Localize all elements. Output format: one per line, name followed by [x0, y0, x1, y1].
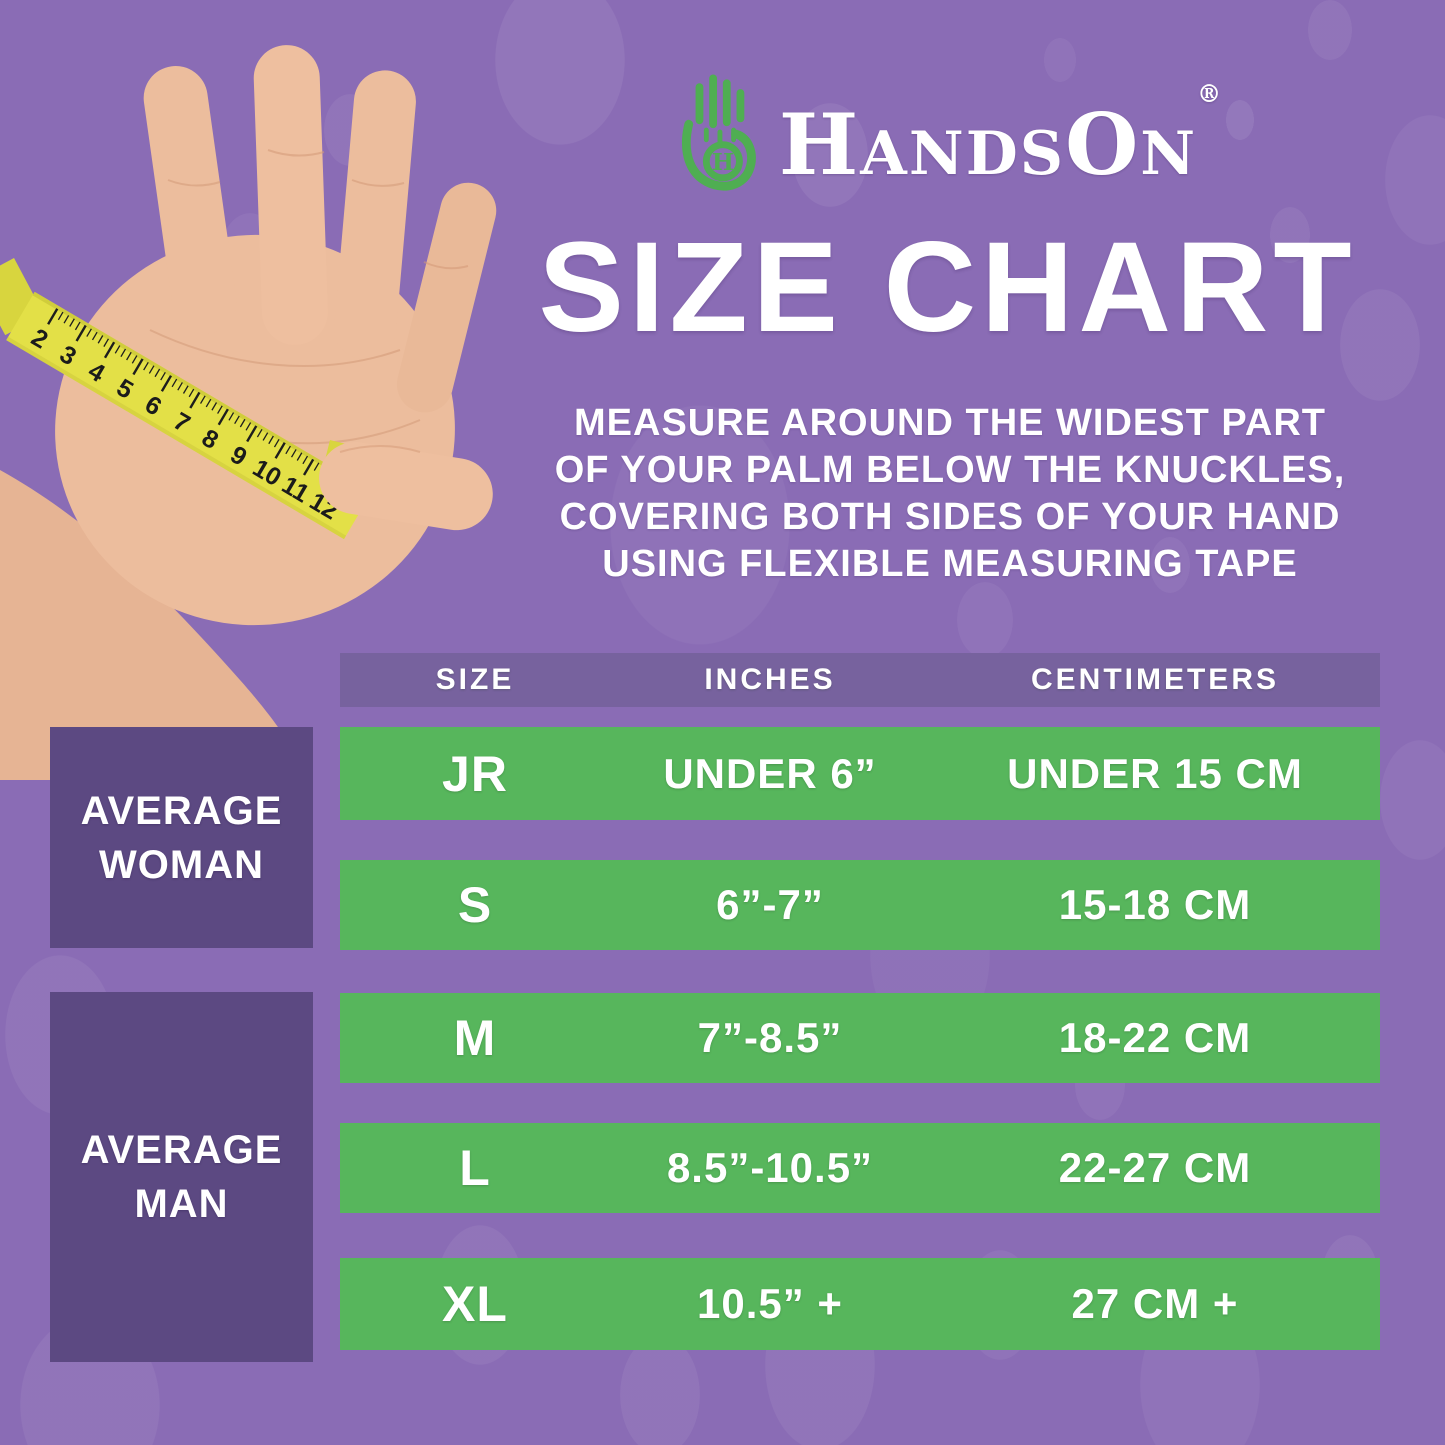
wordmark-o: O: [1065, 95, 1141, 194]
column-header-centimeters: CENTIMETERS: [1030, 663, 1279, 696]
centimeters-value: 22-27 CM: [1058, 1144, 1252, 1191]
centimeters-value: UNDER 15 CM: [1007, 749, 1303, 797]
centimeters-value: 18-22 CM: [1058, 1014, 1252, 1061]
size-value: S: [457, 877, 493, 933]
centimeters-value: 27 CM +: [1071, 1280, 1239, 1327]
size-value: JR: [442, 745, 508, 802]
measurement-instructions: MEASURE AROUND THE WIDEST PART OF YOUR P…: [554, 402, 1346, 585]
wordmark-ands: ANDS: [860, 119, 1066, 189]
size-value: L: [459, 1140, 491, 1196]
wordmark-n: N: [1140, 119, 1198, 189]
table-row-l: L 8.5”-10.5” 22-27 CM: [340, 1123, 1380, 1213]
inches-value: 8.5”-10.5”: [666, 1144, 874, 1191]
handson-logo-icon: H: [681, 74, 756, 191]
inches-value: 6”-7”: [716, 881, 824, 928]
group-label-average-woman: AVERAGE WOMAN: [50, 727, 313, 948]
handson-logo: H HANDSON®: [500, 66, 1400, 191]
inches-value: UNDER 6”: [663, 749, 877, 797]
brand-wordmark: HANDSON ®: [779, 82, 1221, 191]
table-row-m: M 7”-8.5” 18-22 CM: [340, 993, 1380, 1083]
inches-value: 7”-8.5”: [697, 1014, 843, 1061]
registered-trademark-icon: ®: [1197, 79, 1222, 108]
wordmark-h: H: [778, 95, 861, 194]
inches-value: 10.5” +: [697, 1280, 843, 1327]
table-row-xl: XL 10.5” + 27 CM +: [340, 1258, 1380, 1350]
group-label-average-man: AVERAGE MAN: [50, 992, 313, 1362]
table-header-row: SIZE INCHES CENTIMETERS: [340, 653, 1380, 707]
column-header-size: SIZE: [435, 663, 515, 696]
table-row-s: S 6”-7” 15-18 CM: [340, 860, 1380, 950]
size-value: XL: [442, 1276, 508, 1332]
column-header-inches: INCHES: [704, 663, 836, 696]
logo-letter-h: H: [712, 148, 734, 176]
size-value: M: [453, 1010, 497, 1066]
table-row-jr: JR UNDER 6” UNDER 15 CM: [340, 727, 1380, 820]
page-title: SIZE CHART: [538, 216, 1357, 359]
centimeters-value: 15-18 CM: [1058, 881, 1252, 928]
